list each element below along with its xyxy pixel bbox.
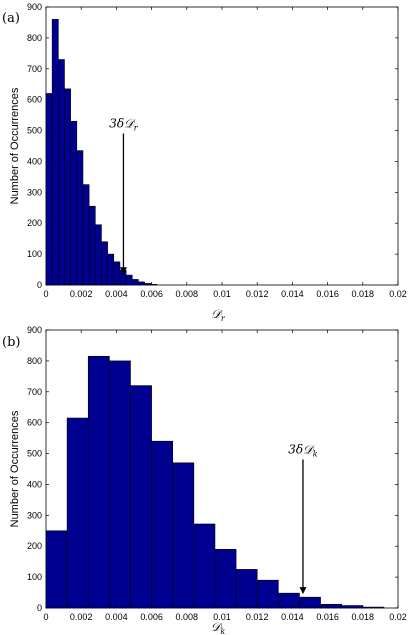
histogram-bar (45, 530, 68, 609)
histogram-bar (341, 605, 364, 609)
y-tick-label: 500 (27, 449, 42, 459)
annotation-arrow-head (119, 267, 127, 275)
x-tick-label: 0.008 (176, 289, 199, 299)
x-tick-label: 0.016 (316, 289, 339, 299)
histogram-bar (172, 462, 195, 609)
histogram-bar (256, 579, 279, 609)
y-tick-label: 200 (27, 541, 42, 551)
histogram-bar (278, 592, 300, 609)
histogram-bar (88, 205, 96, 286)
x-tick-label: 0.016 (316, 612, 339, 622)
histogram-bar (125, 274, 133, 286)
x-axis-title: 𝒟r (211, 307, 226, 323)
histogram-bar (87, 355, 110, 609)
histogram-bar (101, 241, 108, 286)
histogram-bar (235, 569, 258, 609)
histogram-bar (107, 253, 115, 286)
x-tick-label: 0.01 (213, 612, 231, 622)
histogram-bar (51, 19, 59, 286)
x-tick-label: 0.014 (281, 612, 304, 622)
x-tick-label: 0.02 (389, 289, 407, 299)
histogram-bar (214, 549, 237, 609)
x-tick-label: 0.014 (281, 289, 304, 299)
y-tick-label: 600 (27, 418, 42, 428)
x-tick-label: 0.008 (176, 612, 199, 622)
panel-a: 0 0.002 0.004 0.006 0.008 0.01 0.012 0.014 0.016… (2, 2, 407, 323)
histogram-bar (193, 523, 216, 609)
panel-label: (a) (2, 11, 20, 26)
histogram-bar (138, 281, 145, 286)
x-tick-label: 0.004 (105, 289, 128, 299)
y-tick-label: 0 (37, 603, 42, 613)
y-tick-label: 100 (27, 249, 42, 259)
plot-frame (45, 6, 399, 286)
y-tick-label: 600 (27, 95, 42, 105)
x-tick-label: 0 (43, 289, 48, 299)
annotation-arrow-head (299, 587, 307, 595)
histogram-bar (109, 360, 131, 609)
histogram-bar (82, 184, 90, 286)
x-tick-label: 0.018 (352, 612, 375, 622)
histogram-bar (70, 120, 78, 286)
x-tick-label: 0.01 (213, 289, 231, 299)
histogram-bar (66, 417, 89, 609)
y-axis-title: Number of Occurrences (9, 410, 21, 527)
y-tick-label: 900 (27, 325, 42, 335)
histogram-bar (58, 59, 65, 286)
y-tick-label: 0 (37, 280, 42, 290)
panel-label: (b) (2, 335, 20, 350)
x-tick-label: 0.006 (140, 612, 163, 622)
histogram-bar (151, 440, 174, 609)
annotation-label: 3δ𝒟r (109, 116, 138, 132)
panel-b: 0 0.002 0.004 0.006 0.008 0.01 0.012 0.014 0.016… (2, 325, 407, 635)
y-tick-label: 100 (27, 572, 42, 582)
histogram-bar (150, 284, 158, 286)
y-tick-label: 200 (27, 218, 42, 228)
annotation-label: 3δ𝒟k (288, 443, 317, 459)
y-tick-label: 700 (27, 387, 42, 397)
histogram-bar (320, 603, 342, 609)
x-tick-label: 0 (43, 612, 48, 622)
y-tick-label: 400 (27, 156, 42, 166)
x-tick-label: 0.002 (70, 612, 93, 622)
x-tick-label: 0.006 (140, 289, 163, 299)
x-tick-label: 0.02 (389, 612, 407, 622)
histogram-bar (130, 385, 152, 609)
y-tick-label: 400 (27, 479, 42, 489)
x-tick-label: 0.004 (105, 612, 128, 622)
histogram-bar (94, 224, 102, 286)
x-tick-label: 0.002 (70, 289, 93, 299)
histogram-bar (64, 88, 71, 286)
x-tick-label: 0.018 (352, 289, 375, 299)
histogram-bar (131, 279, 139, 286)
histogram-bar (45, 93, 53, 286)
y-tick-label: 700 (27, 64, 42, 74)
histogram-bar (362, 606, 385, 609)
y-tick-label: 300 (27, 510, 42, 520)
histogram-bar (113, 261, 121, 286)
x-tick-label: 0.012 (246, 289, 269, 299)
x-axis-title: 𝒟k (211, 620, 226, 635)
y-tick-label: 500 (27, 126, 42, 136)
histogram-bar (299, 596, 321, 609)
y-tick-label: 800 (27, 33, 42, 43)
y-axis-title: Number of Occurrences (9, 87, 21, 204)
y-tick-label: 800 (27, 356, 42, 366)
x-tick-label: 0.012 (246, 612, 269, 622)
y-tick-label: 300 (27, 187, 42, 197)
histogram-bar (76, 150, 84, 286)
histogram-bar (144, 283, 152, 286)
y-tick-label: 900 (27, 2, 42, 12)
